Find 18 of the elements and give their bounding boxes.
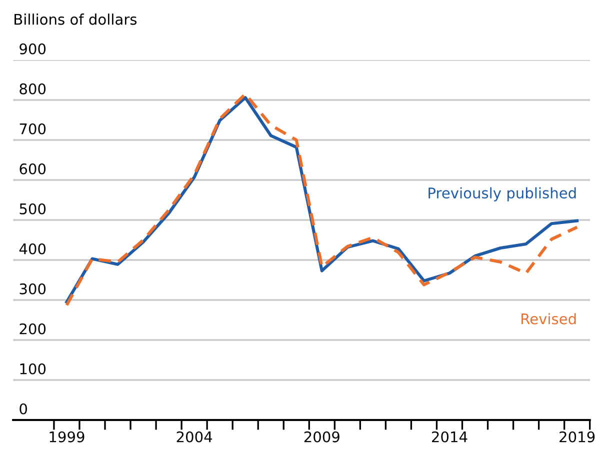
y-tick-label: 200 <box>20 323 46 334</box>
series-label: Previously published <box>428 187 576 202</box>
y-tick-label: 500 <box>20 203 46 214</box>
y-tick-label: 400 <box>19 243 46 254</box>
x-tick-label: 2014 <box>432 431 468 442</box>
y-tick-label: 300 <box>20 283 46 294</box>
x-tick-label: 2019 <box>560 431 595 442</box>
y-tick-label: 800 <box>20 83 46 94</box>
y-axis-title: Billions of dollars <box>14 14 137 25</box>
text: Revised <box>522 313 576 324</box>
y-tick-label: 100 <box>20 363 46 374</box>
x-tick-label: 2004 <box>176 431 212 442</box>
y-tick-label: 0 <box>20 403 27 414</box>
x-tick-label: 1999 <box>50 431 84 442</box>
y-tick-label: 700 <box>20 123 46 134</box>
x-tick-label: 2009 <box>304 431 340 442</box>
y-tick-label: 600 <box>20 163 46 174</box>
y-tick-label: 900 <box>20 43 46 54</box>
